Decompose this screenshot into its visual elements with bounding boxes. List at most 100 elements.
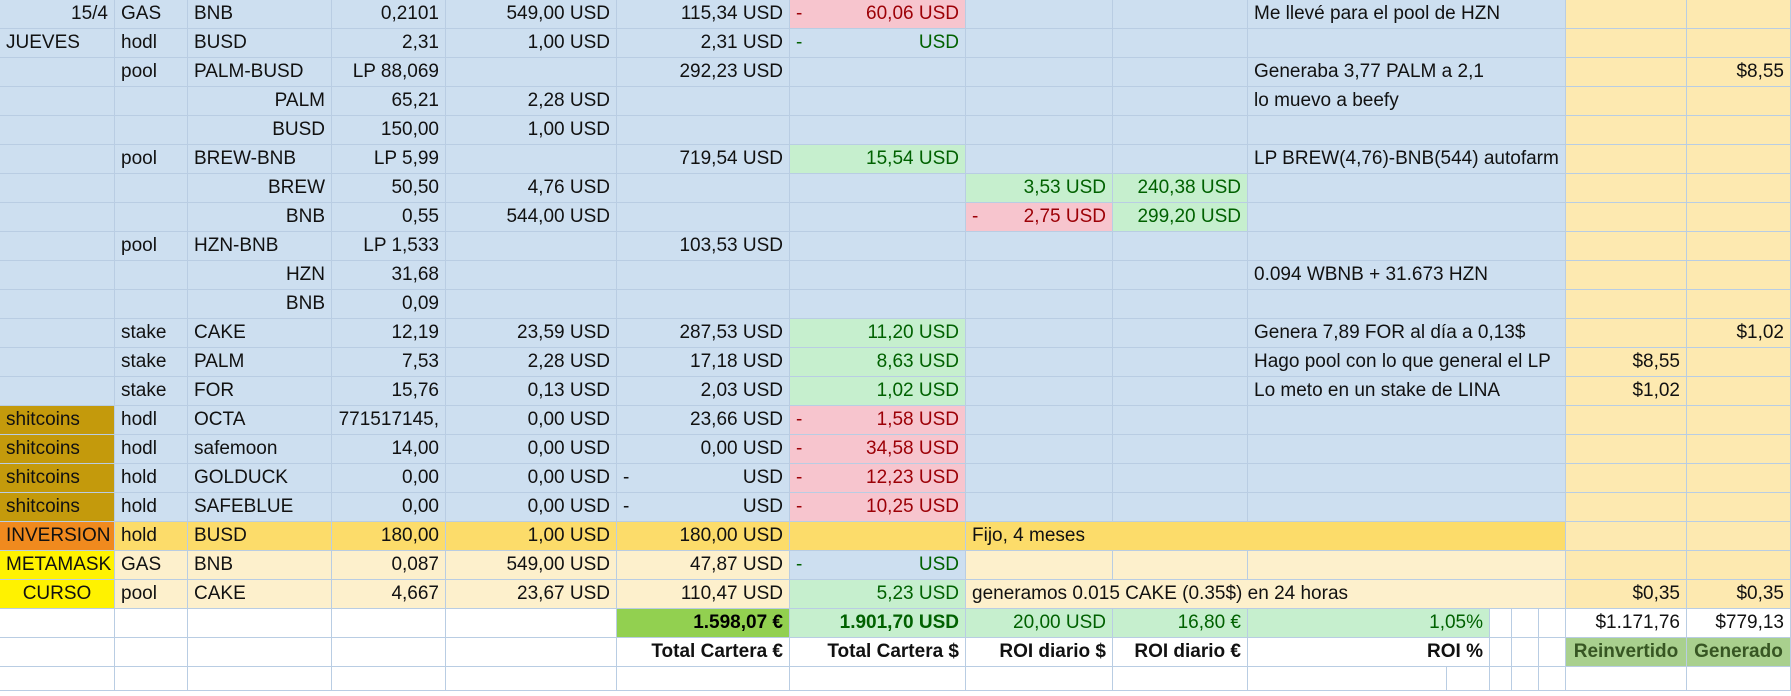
cell-note[interactable]: Fijo, 4 meses (966, 522, 1566, 551)
cell-price[interactable]: 1,00 USD (446, 522, 617, 551)
cell-price[interactable]: 549,00 USD (446, 551, 617, 580)
cell-empty[interactable] (1539, 609, 1566, 638)
cell-note[interactable] (1248, 174, 1566, 203)
cell-token[interactable]: OCTA (188, 406, 332, 435)
cell-amount[interactable]: 15,76 (332, 377, 446, 406)
cell-h[interactable] (966, 145, 1113, 174)
cell-value[interactable]: - USD (617, 464, 790, 493)
cell-h[interactable] (966, 116, 1113, 145)
cell-reinvested[interactable] (1566, 203, 1687, 232)
cell-h[interactable] (966, 261, 1113, 290)
cell-h[interactable] (966, 551, 1113, 580)
total-reinvested[interactable]: $1.171,76 (1566, 609, 1687, 638)
cell-price[interactable]: 4,76 USD (446, 174, 617, 203)
cell-amount[interactable]: 14,00 (332, 435, 446, 464)
cell-note[interactable]: generamos 0.015 CAKE (0.35$) en 24 horas (966, 580, 1566, 609)
cell-label[interactable]: INVERSION (0, 522, 115, 551)
cell-type[interactable]: stake (115, 377, 188, 406)
roi-pct[interactable]: 1,05% (1248, 609, 1490, 638)
cell-token[interactable]: PALM-BUSD (188, 58, 332, 87)
cell-generated[interactable] (1687, 232, 1791, 261)
cell-amount[interactable]: 771517145, (332, 406, 446, 435)
cell-empty[interactable] (332, 609, 446, 638)
cell-label[interactable] (0, 174, 115, 203)
cell-empty[interactable] (617, 667, 790, 691)
cell-type[interactable] (115, 174, 188, 203)
cell-label[interactable] (0, 87, 115, 116)
cell-h[interactable] (966, 464, 1113, 493)
cell-empty[interactable] (332, 638, 446, 667)
cell-type[interactable] (115, 87, 188, 116)
total-eur[interactable]: 1.598,07 € (617, 609, 790, 638)
cell-token[interactable]: BUSD (188, 29, 332, 58)
cell-value[interactable] (617, 203, 790, 232)
cell-price[interactable]: 23,67 USD (446, 580, 617, 609)
cell-empty[interactable] (1490, 609, 1512, 638)
cell-i[interactable] (1113, 348, 1248, 377)
cell-i[interactable] (1113, 319, 1248, 348)
cell-reinvested[interactable] (1566, 551, 1687, 580)
cell-empty[interactable] (1512, 667, 1539, 691)
cell-price[interactable]: 2,28 USD (446, 348, 617, 377)
cell-reinvested[interactable] (1566, 290, 1687, 319)
cell-value[interactable]: 47,87 USD (617, 551, 790, 580)
total-usd[interactable]: 1.901,70 USD (790, 609, 966, 638)
cell-note[interactable] (1248, 551, 1566, 580)
roi-usd[interactable]: 20,00 USD (966, 609, 1113, 638)
cell-note[interactable]: LP BREW(4,76)-BNB(544) autofarm (1248, 145, 1566, 174)
cell-token[interactable]: BUSD (188, 522, 332, 551)
cell-price[interactable]: 549,00 USD (446, 0, 617, 29)
cell-note[interactable] (1248, 406, 1566, 435)
cell-i[interactable] (1113, 406, 1248, 435)
cell-label[interactable] (0, 261, 115, 290)
cell-empty[interactable] (1512, 609, 1539, 638)
cell-type[interactable]: pool (115, 145, 188, 174)
cell-generated[interactable] (1687, 435, 1791, 464)
cell-token[interactable]: BREW-BNB (188, 145, 332, 174)
cell-amount[interactable]: 65,21 (332, 87, 446, 116)
cell-label[interactable]: 15/4 (0, 0, 115, 29)
cell-i[interactable] (1113, 493, 1248, 522)
cell-change[interactable]: - 1,58 USD (790, 406, 966, 435)
roi-eur[interactable]: 16,80 € (1113, 609, 1248, 638)
cell-change[interactable]: - 12,23 USD (790, 464, 966, 493)
cell-i[interactable] (1113, 232, 1248, 261)
cell-price[interactable]: 0,00 USD (446, 435, 617, 464)
cell-amount[interactable]: 0,087 (332, 551, 446, 580)
cell-type[interactable]: hold (115, 522, 188, 551)
cell-h[interactable] (966, 232, 1113, 261)
cell-token[interactable]: BNB (188, 290, 332, 319)
cell-change[interactable]: 15,54 USD (790, 145, 966, 174)
cell-i[interactable]: 240,38 USD (1113, 174, 1248, 203)
cell-i[interactable] (1113, 116, 1248, 145)
cell-change[interactable]: - 10,25 USD (790, 493, 966, 522)
cell-h[interactable]: 3,53 USD (966, 174, 1113, 203)
cell-reinvested[interactable] (1566, 406, 1687, 435)
cell-amount[interactable]: 150,00 (332, 116, 446, 145)
cell-label[interactable] (0, 290, 115, 319)
cell-label[interactable]: shitcoins (0, 435, 115, 464)
cell-note[interactable]: 0.094 WBNB + 31.673 HZN (1248, 261, 1566, 290)
cell-amount[interactable]: 0,09 (332, 290, 446, 319)
cell-h[interactable] (966, 319, 1113, 348)
cell-token[interactable]: BUSD (188, 116, 332, 145)
cell-label[interactable] (0, 348, 115, 377)
cell-amount[interactable]: 0,55 (332, 203, 446, 232)
cell-token[interactable]: FOR (188, 377, 332, 406)
cell-reinvested[interactable]: $8,55 (1566, 348, 1687, 377)
cell-empty[interactable] (966, 667, 1113, 691)
cell-i[interactable] (1113, 377, 1248, 406)
cell-note[interactable] (1248, 493, 1566, 522)
cell-empty[interactable] (790, 667, 966, 691)
cell-empty[interactable] (0, 609, 115, 638)
cell-label[interactable]: METAMASK (0, 551, 115, 580)
cell-generated[interactable]: $0,35 (1687, 580, 1791, 609)
cell-price[interactable]: 0,00 USD (446, 406, 617, 435)
cell-note[interactable] (1248, 290, 1566, 319)
cell-amount[interactable]: 31,68 (332, 261, 446, 290)
cell-value[interactable]: 719,54 USD (617, 145, 790, 174)
cell-reinvested[interactable] (1566, 522, 1687, 551)
cell-reinvested[interactable] (1566, 493, 1687, 522)
cell-change[interactable] (790, 116, 966, 145)
cell-generated[interactable]: $1,02 (1687, 319, 1791, 348)
